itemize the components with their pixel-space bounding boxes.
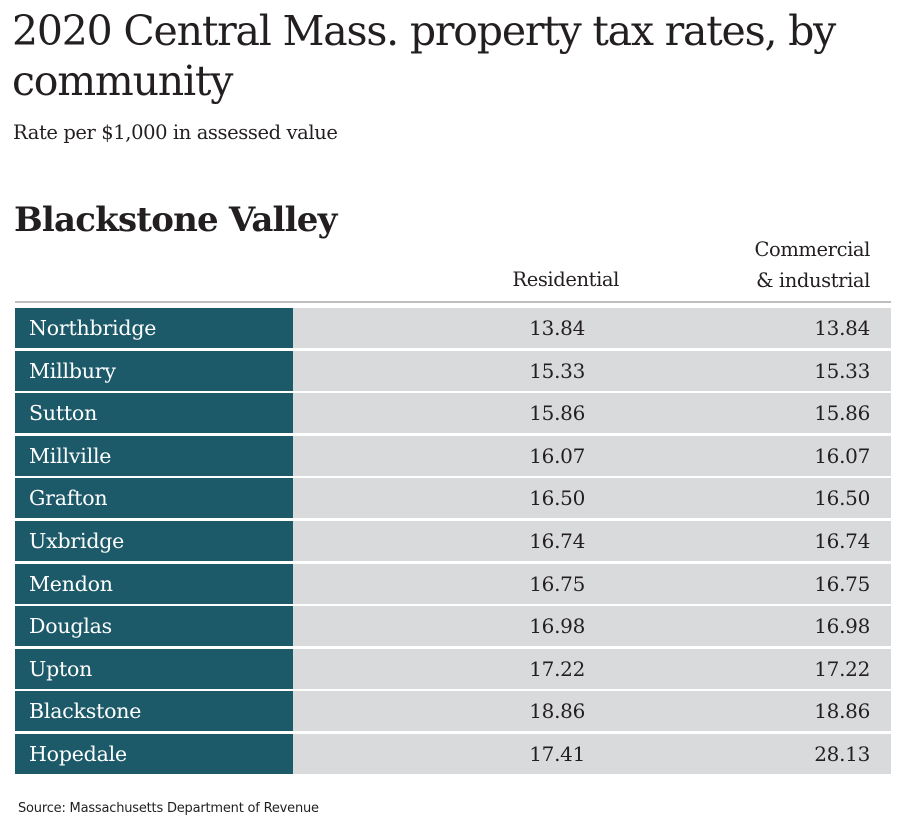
- town-name-cell: Millbury: [15, 350, 293, 391]
- town-name-cell: Uxbridge: [15, 520, 293, 561]
- table-row: Mendon 16.75 16.75: [15, 563, 891, 604]
- town-name-cell: Mendon: [15, 563, 293, 604]
- tax-rate-table: Northbridge 13.84 13.84 Millbury 15.33 15.33 S…: [15, 308, 891, 777]
- commercial-rate-cell: 16.74: [814, 528, 870, 553]
- section-heading: Blackstone Valley: [14, 200, 337, 240]
- column-header-commercial-line2: & industrial: [756, 269, 870, 292]
- commercial-rate-cell: 16.07: [814, 443, 870, 468]
- column-header-commercial-line1: Commercial: [754, 238, 870, 261]
- residential-rate-cell: 15.33: [529, 358, 585, 383]
- commercial-rate-cell: 15.86: [814, 401, 870, 426]
- residential-rate-cell: 17.41: [529, 741, 585, 766]
- table-row: Millbury 15.33 15.33: [15, 350, 891, 391]
- table-row: Grafton 16.50 16.50: [15, 478, 891, 519]
- commercial-rate-cell: 28.13: [814, 741, 870, 766]
- commercial-rate-cell: 15.33: [814, 358, 870, 383]
- residential-rate-cell: 13.84: [529, 316, 585, 340]
- table-row: Millville 16.07 16.07: [15, 435, 891, 476]
- town-name-cell: Millville: [15, 435, 293, 476]
- residential-rate-cell: 16.07: [529, 443, 585, 468]
- residential-rate-cell: 16.74: [529, 528, 585, 553]
- commercial-rate-cell: 13.84: [814, 316, 870, 340]
- column-header-commercial: Commercial & industrial: [610, 234, 870, 296]
- commercial-rate-cell: 17.22: [814, 656, 870, 681]
- table-row: Northbridge 13.84 13.84: [15, 308, 891, 348]
- commercial-rate-cell: 16.98: [814, 614, 870, 639]
- commercial-rate-cell: 16.75: [814, 571, 870, 596]
- town-name-cell: Northbridge: [15, 308, 293, 348]
- table-row: Hopedale 17.41 28.13: [15, 733, 891, 774]
- residential-rate-cell: 16.98: [529, 614, 585, 639]
- table-row: Upton 17.22 17.22: [15, 648, 891, 689]
- header-rule: [15, 301, 891, 303]
- source-note: Source: Massachusetts Department of Reve…: [18, 801, 319, 816]
- commercial-rate-cell: 18.86: [814, 699, 870, 724]
- residential-rate-cell: 16.75: [529, 571, 585, 596]
- town-name-cell: Blackstone: [15, 691, 293, 732]
- residential-rate-cell: 16.50: [529, 486, 585, 511]
- residential-rate-cell: 15.86: [529, 401, 585, 426]
- chart-subtitle: Rate per $1,000 in assessed value: [13, 121, 338, 144]
- town-name-cell: Douglas: [15, 606, 293, 647]
- town-name-cell: Hopedale: [15, 733, 293, 774]
- column-header-residential: Residential: [512, 268, 619, 291]
- table-row: Douglas 16.98 16.98: [15, 606, 891, 647]
- town-name-cell: Upton: [15, 648, 293, 689]
- commercial-rate-cell: 16.50: [814, 486, 870, 511]
- residential-rate-cell: 18.86: [529, 699, 585, 724]
- town-name-cell: Grafton: [15, 478, 293, 519]
- town-name-cell: Sutton: [15, 393, 293, 434]
- chart-title: 2020 Central Mass. property tax rates, b…: [12, 7, 836, 105]
- table-row: Blackstone 18.86 18.86: [15, 691, 891, 732]
- residential-rate-cell: 17.22: [529, 656, 585, 681]
- table-row: Sutton 15.86 15.86: [15, 393, 891, 434]
- table-row: Uxbridge 16.74 16.74: [15, 520, 891, 561]
